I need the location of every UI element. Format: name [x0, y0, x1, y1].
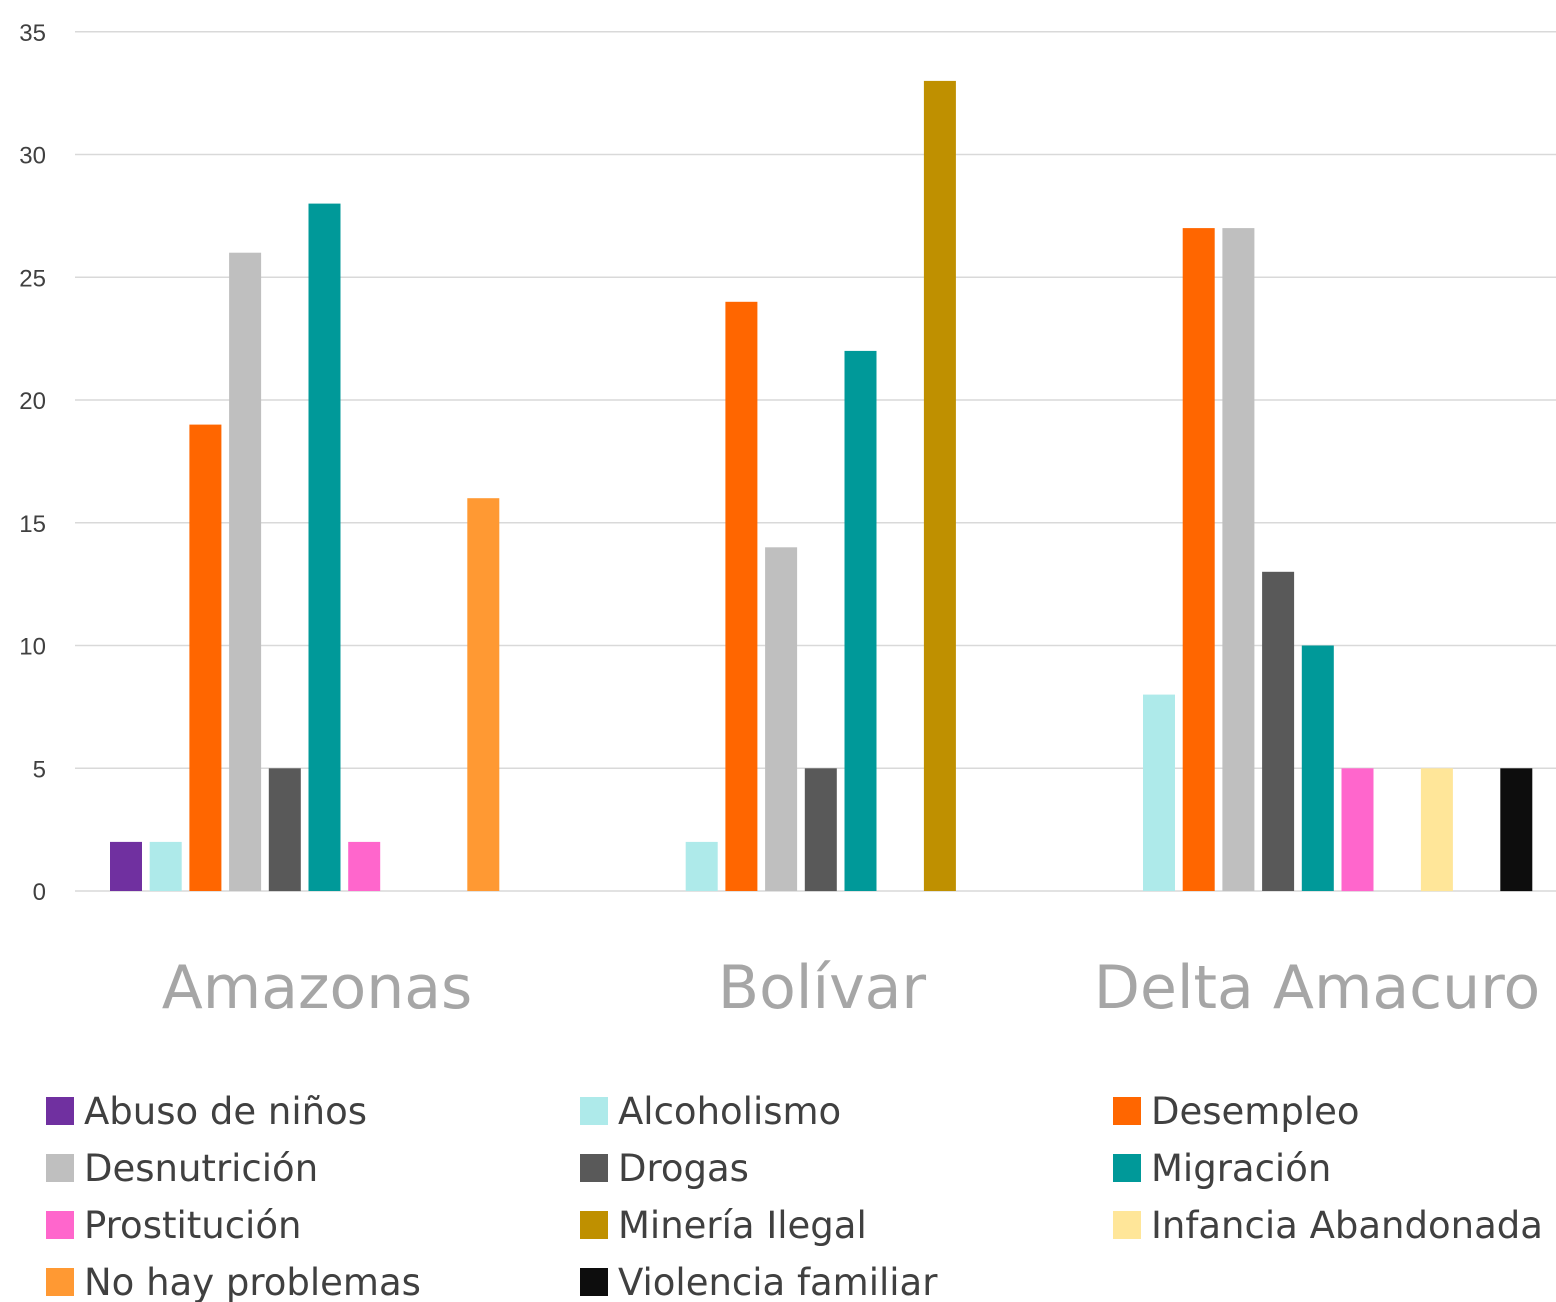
legend-label: Minería Ilegal	[618, 1204, 867, 1247]
legend-item: Migración	[1113, 1147, 1331, 1190]
bar-migracion-amazonas	[308, 203, 341, 892]
bar-desnutricion-delta-amacuro	[1222, 228, 1255, 892]
category-label: Amazonas	[162, 953, 473, 1023]
legend-swatch	[1113, 1211, 1141, 1239]
bar-alcoholismo-amazonas	[149, 841, 182, 891]
legend-item: Violencia familiar	[580, 1261, 938, 1302]
bar-abuso-de-ninos-amazonas	[110, 841, 142, 891]
legend-swatch	[46, 1154, 74, 1182]
bar-desnutricion-amazonas	[229, 252, 262, 891]
bar-mineria-ilegal-bolivar	[923, 80, 956, 891]
bar-prostitucion-delta-amacuro	[1341, 768, 1374, 892]
legend-item: Abuso de niños	[46, 1090, 367, 1133]
legend-item: Infancia Abandonada	[1113, 1204, 1543, 1247]
legend-item: No hay problemas	[46, 1261, 421, 1302]
legend-swatch	[580, 1097, 608, 1125]
category-label: Delta Amacuro	[1094, 953, 1540, 1023]
y-tick-label: 15	[19, 511, 46, 538]
legend-item: Desnutrición	[46, 1147, 318, 1190]
legend-swatch	[46, 1211, 74, 1239]
legend-label: Abuso de niños	[84, 1090, 367, 1133]
y-tick-label: 0	[33, 879, 46, 906]
y-axis-tick-labels: 0 5 10 15 20 25 30 35	[19, 20, 46, 906]
legend-label: No hay problemas	[84, 1261, 421, 1302]
bar-violencia-familiar-delta-amacuro	[1500, 768, 1533, 892]
bar-alcoholismo-delta-amacuro	[1143, 694, 1175, 891]
bar-alcoholismo-bolivar	[685, 841, 718, 891]
bars	[110, 80, 1533, 892]
x-axis-category-labels: Amazonas Bolívar Delta Amacuro	[162, 953, 1541, 1023]
bar-drogas-amazonas	[268, 768, 301, 892]
legend-label: Prostitución	[84, 1204, 301, 1247]
bar-infancia-abandonada-delta-amacuro	[1420, 768, 1453, 892]
y-tick-label: 35	[19, 20, 46, 47]
legend-label: Alcoholismo	[618, 1090, 841, 1133]
legend-label: Drogas	[618, 1147, 749, 1190]
legend-label: Violencia familiar	[618, 1261, 938, 1302]
legend-item: Prostitución	[46, 1204, 301, 1247]
legend-swatch	[580, 1154, 608, 1182]
bar-migracion-bolivar	[844, 350, 877, 891]
y-tick-label: 30	[19, 143, 46, 170]
bar-drogas-bolivar	[804, 768, 837, 892]
gridlines	[75, 31, 1556, 892]
legend-item: Desempleo	[1113, 1090, 1360, 1133]
legend-item: Alcoholismo	[580, 1090, 841, 1133]
bar-desempleo-amazonas	[189, 424, 222, 891]
legend-label: Migración	[1151, 1147, 1331, 1190]
bar-desempleo-delta-amacuro	[1182, 228, 1215, 892]
y-tick-label: 5	[33, 756, 46, 783]
legend-label: Desempleo	[1151, 1090, 1360, 1133]
y-tick-label: 20	[19, 388, 46, 415]
legend-swatch	[580, 1268, 608, 1296]
legend-swatch	[1113, 1097, 1141, 1125]
legend-swatch	[46, 1097, 74, 1125]
y-tick-label: 25	[19, 265, 46, 292]
legend-swatch	[1113, 1154, 1141, 1182]
bar-desempleo-bolivar	[725, 301, 758, 891]
bar-desnutricion-bolivar	[765, 547, 798, 891]
bar-drogas-delta-amacuro	[1262, 571, 1295, 891]
legend-label: Desnutrición	[84, 1147, 318, 1190]
legend-item: Drogas	[580, 1147, 749, 1190]
bar-migracion-delta-amacuro	[1301, 645, 1334, 891]
legend-swatch	[46, 1268, 74, 1296]
legend-item: Minería Ilegal	[580, 1204, 867, 1247]
legend: Abuso de niños Alcoholismo Desempleo Desnut…	[46, 1090, 1543, 1302]
bar-no-hay-problemas-amazonas	[467, 498, 500, 891]
legend-swatch	[580, 1211, 608, 1239]
legend-label: Infancia Abandonada	[1151, 1204, 1543, 1247]
category-label: Bolívar	[718, 953, 926, 1023]
y-tick-label: 10	[19, 634, 46, 661]
bar-prostitucion-amazonas	[348, 841, 381, 891]
